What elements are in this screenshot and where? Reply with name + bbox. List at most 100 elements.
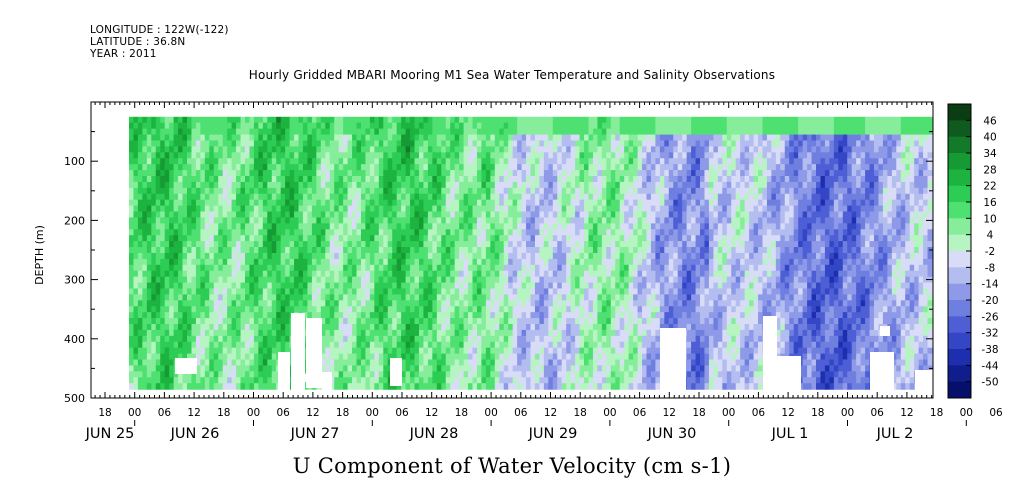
colorbar-swatch	[948, 381, 971, 399]
data-gap	[390, 358, 402, 386]
y-axis-label: DEPTH (m)	[33, 225, 46, 285]
colorbar-swatch	[948, 218, 971, 236]
colorbar-label: -2	[985, 246, 995, 258]
colorbar-swatch	[948, 153, 971, 170]
colorbar-swatch	[948, 136, 971, 154]
data-gap	[291, 313, 305, 391]
metadata-block: LONGITUDE : 122W(-122) LATITUDE : 36.8N …	[90, 24, 229, 60]
colorbar-swatch	[948, 185, 971, 203]
x-day-label: JUL 2	[876, 426, 914, 442]
colorbar-label: -38	[981, 344, 998, 356]
colorbar-label: -8	[985, 262, 995, 274]
x-day-label: JUN 25	[85, 426, 135, 442]
colorbar-swatch	[948, 365, 971, 383]
missing-data-gaps	[175, 313, 933, 392]
colorbar-swatch	[948, 267, 971, 285]
x-hour-label: 00	[841, 407, 854, 419]
colorbar-label: -20	[981, 295, 998, 307]
data-gap	[300, 374, 308, 382]
colorbar-swatch	[948, 251, 971, 268]
x-day-label: JUN 28	[409, 426, 459, 442]
x-hour-label: 18	[336, 407, 349, 419]
colorbar-label: 40	[983, 132, 996, 144]
latitude-label: LATITUDE : 36.8N	[90, 36, 186, 48]
data-gap	[777, 356, 801, 390]
x-hour-label: 18	[98, 407, 111, 419]
colorbar-swatch	[948, 202, 971, 219]
x-day-label: JUN 30	[647, 426, 697, 442]
x-hour-label: 18	[930, 407, 943, 419]
variable-title: U Component of Water Velocity (cm s-1)	[292, 454, 732, 478]
colorbar-swatch	[948, 316, 971, 334]
x-day-label: JUN 27	[290, 426, 340, 442]
x-hour-label: 18	[692, 407, 705, 419]
colorbar-swatch	[948, 104, 971, 121]
colorbar-label: 46	[983, 115, 997, 127]
x-hour-label: 00	[722, 407, 735, 419]
chart-title: Hourly Gridded MBARI Mooring M1 Sea Wate…	[248, 68, 776, 82]
x-hour-label: 12	[544, 407, 557, 419]
data-gap	[763, 316, 777, 392]
data-gap	[660, 328, 686, 390]
x-hour-label: 06	[989, 407, 1003, 419]
colorbar-label: -44	[981, 360, 998, 372]
colorbar-swatch	[948, 300, 971, 317]
y-tick-label: 200	[64, 214, 85, 227]
x-hour-label: 12	[187, 407, 200, 419]
x-hour-label: 06	[395, 407, 409, 419]
x-axis: 18 00 06 12 18 00 06 12 18 00 06 12 18 00 06 12 18 00 06 12…	[85, 102, 1003, 442]
x-hour-label: 06	[752, 407, 766, 419]
y-tick-label: 400	[64, 333, 85, 346]
colorbar-label: 22	[983, 181, 996, 193]
x-hour-label: 18	[574, 407, 587, 419]
x-hour-label: 00	[247, 407, 260, 419]
colorbar-label: 34	[983, 148, 997, 160]
x-hour-label: 06	[633, 407, 647, 419]
colorbar-swatch	[948, 283, 971, 301]
y-tick-label: 100	[64, 155, 85, 168]
colorbar-label: -32	[981, 328, 998, 340]
x-hour-label: 06	[514, 407, 528, 419]
colorbar-swatch	[948, 349, 971, 366]
data-gap	[915, 370, 933, 390]
data-gap	[322, 372, 332, 392]
x-hour-label: 12	[425, 407, 438, 419]
x-hour-label: 06	[158, 407, 172, 419]
x-hour-label: 18	[811, 407, 824, 419]
data-gap	[306, 318, 322, 388]
x-hour-label: 00	[366, 407, 379, 419]
colorbar-swatch	[948, 234, 971, 252]
y-tick-label: 500	[64, 392, 85, 405]
colorbar-label: 10	[983, 213, 996, 225]
x-hour-label: 12	[306, 407, 319, 419]
x-hour-label: 06	[277, 407, 291, 419]
x-hour-label: 00	[603, 407, 616, 419]
x-hour-label: 18	[217, 407, 230, 419]
colorbar: 46 40 34 28 22 16 10 4 -2 -8 -14 -20 -26 -32 -38 -44 -50	[947, 103, 999, 399]
colorbar-label: 28	[983, 164, 996, 176]
colorbar-label: -14	[981, 279, 998, 291]
x-hour-label: 06	[871, 407, 885, 419]
y-tick-label: 300	[64, 274, 85, 287]
longitude-label: LONGITUDE : 122W(-122)	[90, 24, 229, 36]
x-hour-label: 12	[781, 407, 794, 419]
velocity-field	[129, 116, 933, 390]
year-label: YEAR : 2011	[90, 48, 157, 60]
x-hour-label: 00	[960, 407, 973, 419]
colorbar-label: -50	[981, 377, 998, 389]
colorbar-swatch	[948, 120, 971, 138]
x-hour-label: 00	[484, 407, 497, 419]
colorbar-label: 4	[987, 230, 994, 242]
colorbar-label: -26	[981, 311, 998, 323]
data-gap	[880, 326, 890, 336]
x-day-label: JUN 29	[528, 426, 578, 442]
x-hour-label: 12	[663, 407, 676, 419]
x-hour-label: 00	[128, 407, 141, 419]
y-axis: 100 200 300 400 500	[64, 101, 933, 405]
x-day-label: JUN 26	[170, 426, 220, 442]
data-gap	[870, 352, 894, 390]
x-day-label: JUL 1	[771, 426, 809, 442]
x-hour-label: 18	[455, 407, 468, 419]
x-hour-label: 12	[900, 407, 913, 419]
